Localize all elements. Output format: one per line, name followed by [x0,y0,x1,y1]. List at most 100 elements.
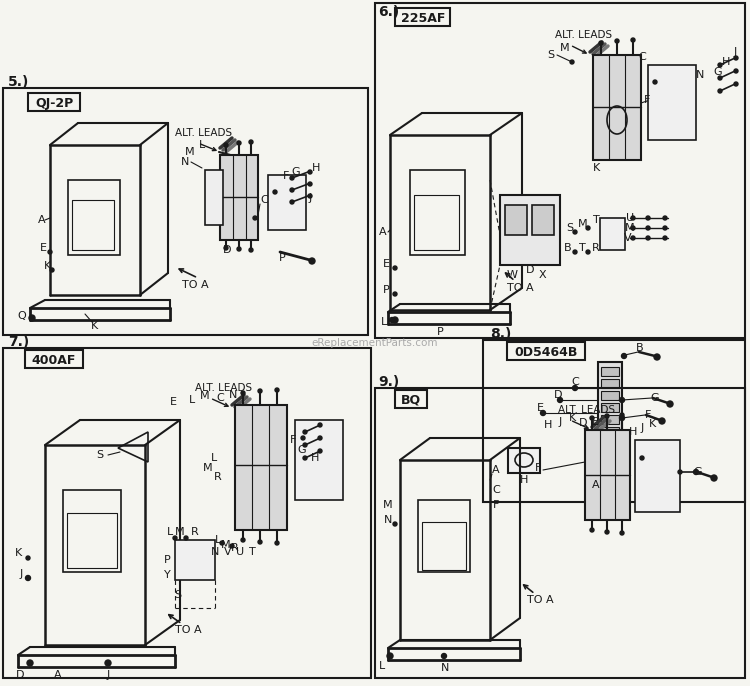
Circle shape [393,266,397,270]
Bar [375,388,745,678]
Text: L: L [214,535,221,545]
Text: F: F [644,95,650,105]
Text: M: M [383,500,393,510]
Circle shape [230,544,234,548]
Circle shape [570,60,574,64]
Circle shape [105,660,111,666]
Text: E: E [592,417,598,427]
Circle shape [308,182,312,186]
Text: J: J [20,569,22,579]
Bar [268,175,306,230]
Circle shape [653,80,657,84]
Circle shape [237,141,241,145]
Bar [410,170,465,255]
Text: M: M [176,527,184,537]
Circle shape [442,654,446,659]
Text: Q: Q [18,311,26,321]
Text: J: J [640,423,644,433]
Text: J: J [734,47,736,57]
Text: L: L [199,140,205,150]
Text: L: L [381,317,387,327]
Circle shape [392,317,398,323]
Circle shape [640,456,644,460]
Circle shape [631,216,635,220]
Circle shape [718,63,722,67]
Text: G: G [651,393,659,403]
Circle shape [667,401,673,407]
Text: C: C [572,377,579,387]
Bar [25,350,83,368]
Text: Y: Y [164,570,170,580]
Circle shape [599,41,603,45]
Circle shape [622,353,626,359]
Text: TO A: TO A [182,280,209,290]
Text: K: K [44,261,51,271]
Circle shape [620,416,625,421]
Circle shape [309,258,315,264]
Text: F: F [493,500,500,510]
Text: U: U [626,213,634,223]
Text: F: F [645,410,651,420]
Bar [505,205,527,235]
Circle shape [663,236,667,240]
Bar [3,88,368,335]
Text: N: N [441,663,449,673]
Circle shape [308,194,312,198]
Text: M: M [185,147,195,157]
Circle shape [389,318,394,322]
Text: D: D [554,390,562,400]
Text: ALT. LEADS: ALT. LEADS [175,128,232,138]
Text: P: P [279,253,285,263]
Text: P: P [382,285,389,295]
Circle shape [678,470,682,474]
Bar [418,500,470,572]
Circle shape [26,576,31,580]
Bar [422,522,466,570]
Circle shape [303,456,307,460]
Text: 225AF: 225AF [400,12,445,25]
Bar [483,340,745,502]
Text: D: D [223,245,231,255]
Circle shape [663,226,667,230]
Text: V: V [224,547,232,557]
Bar [68,180,120,255]
Text: J: J [308,193,312,203]
Bar [205,170,223,225]
Text: G: G [292,167,300,177]
Bar [601,403,619,412]
Circle shape [646,216,650,220]
Text: R: R [214,472,222,482]
Text: K: K [15,548,22,558]
Text: D: D [526,265,534,275]
Text: M: M [200,391,210,401]
Text: E: E [382,259,389,269]
Circle shape [273,190,277,194]
Text: N: N [181,157,189,167]
Circle shape [654,354,660,360]
Bar [601,415,619,424]
Text: E: E [170,397,176,407]
Text: B: B [564,243,572,253]
Text: QJ-2P: QJ-2P [34,97,74,110]
Text: A: A [380,227,387,237]
Circle shape [557,397,562,403]
Bar [601,451,619,460]
Text: S: S [175,590,181,600]
Circle shape [605,530,609,534]
Text: N: N [229,390,237,400]
Bar [585,430,630,520]
Circle shape [631,236,635,240]
Text: N: N [384,515,392,525]
Text: 5.): 5.) [8,75,29,89]
Text: K: K [648,419,656,429]
Bar [593,55,641,160]
Circle shape [541,410,545,416]
Circle shape [718,76,722,80]
Circle shape [605,414,609,418]
Bar [598,362,622,480]
Circle shape [224,246,228,250]
Text: H: H [628,427,638,437]
Text: BQ: BQ [401,394,421,407]
Circle shape [224,143,228,147]
Circle shape [318,436,322,440]
